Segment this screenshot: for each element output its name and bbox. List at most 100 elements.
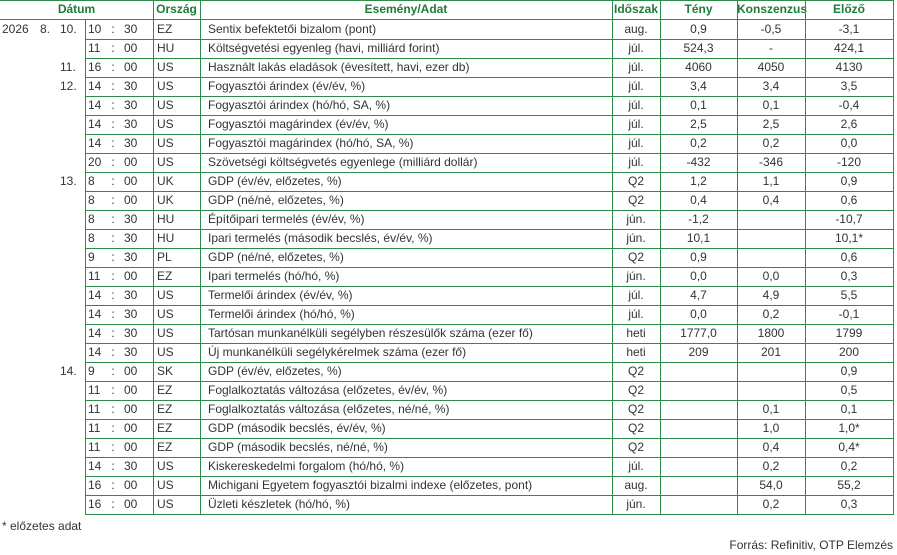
cell-minute: 30 [124,212,138,226]
grid-line [0,19,893,20]
cell-actual: 0,1 [690,98,707,112]
cell-event: GDP (né/né, előzetes, %) [208,193,344,207]
cell-country: US [157,60,174,74]
cell-consensus: 0,0 [762,269,780,283]
time-separator: : [111,478,115,492]
cell-hour: 8 [88,174,95,188]
cell-country: US [157,459,174,473]
cell-day: 14. [60,364,77,378]
cell-period: júl. [628,60,644,74]
cell-country: US [157,288,174,302]
grid-line [85,286,893,287]
cell-hour: 14 [88,326,102,340]
cell-previous: -3,1 [838,22,860,36]
cell-hour: 14 [88,307,102,321]
time-separator: : [111,345,115,359]
cell-hour: 16 [88,497,102,511]
cell-minute: 30 [124,136,138,150]
cell-country: UK [157,174,174,188]
cell-country: EZ [157,440,173,454]
cell-previous: 4130 [835,60,863,74]
grid-line [805,0,806,514]
cell-event: Fogyasztói árindex (év/év, %) [208,79,366,93]
cell-day: 11. [60,60,76,74]
time-separator: : [111,22,115,36]
cell-previous: -10,7 [835,212,863,226]
time-separator: : [111,231,115,245]
grid-line [85,20,86,514]
cell-period: Q2 [627,421,644,435]
time-separator: : [111,269,115,283]
cell-previous: -120 [836,155,862,169]
cell-minute: 00 [124,402,138,416]
cell-period: Q2 [627,364,644,378]
cell-minute: 00 [124,383,138,397]
cell-actual: -1,2 [688,212,709,226]
cell-country: US [157,497,174,511]
cell-country: US [157,98,174,112]
cell-minute: 30 [124,326,138,340]
grid-line [85,96,893,97]
grid-line [85,400,893,401]
grid-line [85,495,893,496]
cell-minute: 30 [124,22,138,36]
grid-line [85,514,893,515]
cell-event: GDP (év/év, előzetes, %) [208,174,342,188]
time-separator: : [111,155,115,169]
cell-country: US [157,136,174,150]
cell-period: júl. [628,41,644,55]
cell-consensus: 0,1 [762,98,780,112]
cell-actual: 4,7 [690,288,707,302]
time-separator: : [111,193,115,207]
grid-line [85,381,893,382]
cell-previous: 0,6 [840,250,858,264]
cell-event: Termelői árindex (év/év, %) [208,288,353,302]
cell-actual: 0,0 [690,307,707,321]
cell-hour: 9 [88,364,95,378]
cell-hour: 8 [88,212,95,226]
cell-actual: 0,9 [690,250,707,264]
cell-country: HU [157,41,175,55]
time-separator: : [111,459,115,473]
cell-minute: 00 [124,41,138,55]
cell-consensus: 4,9 [762,288,780,302]
cell-period: júl. [628,459,644,473]
cell-period: júl. [628,98,644,112]
grid-line [660,0,661,514]
cell-hour: 14 [88,288,102,302]
cell-hour: 8 [88,231,95,245]
header-cell: Tény [684,2,713,16]
cell-hour: 11 [88,269,101,283]
cell-actual: 209 [688,345,709,359]
cell-country: US [157,155,174,169]
cell-minute: 00 [124,364,138,378]
cell-consensus: 201 [760,345,782,359]
cell-previous: 0,3 [840,497,858,511]
header-cell: Dátum [57,2,96,16]
cell-country: EZ [157,421,173,435]
grid-line [737,0,738,514]
time-separator: : [111,497,115,511]
time-separator: : [111,307,115,321]
cell-country: HU [157,231,175,245]
time-separator: : [111,60,115,74]
cell-minute: 00 [124,421,138,435]
cell-previous: -0,1 [838,307,860,321]
cell-event: Sentix befektetői bizalom (pont) [208,22,377,36]
cell-period: Q2 [627,193,644,207]
cell-event: Tartósan munkanélküli segélyben részesül… [208,326,533,340]
grid-line [85,267,893,268]
cell-period: Q2 [627,174,644,188]
cell-period: jún. [626,497,646,511]
cell-consensus: 2,5 [762,117,780,131]
cell-period: jún. [626,212,646,226]
cell-previous: 0,9 [840,364,858,378]
cell-period: heti [626,326,646,340]
time-separator: : [111,364,115,378]
cell-period: Q2 [627,383,644,397]
grid-line [85,343,893,344]
time-separator: : [111,41,115,55]
cell-country: UK [157,193,174,207]
cell-minute: 30 [124,98,138,112]
cell-previous: 55,2 [837,478,861,492]
